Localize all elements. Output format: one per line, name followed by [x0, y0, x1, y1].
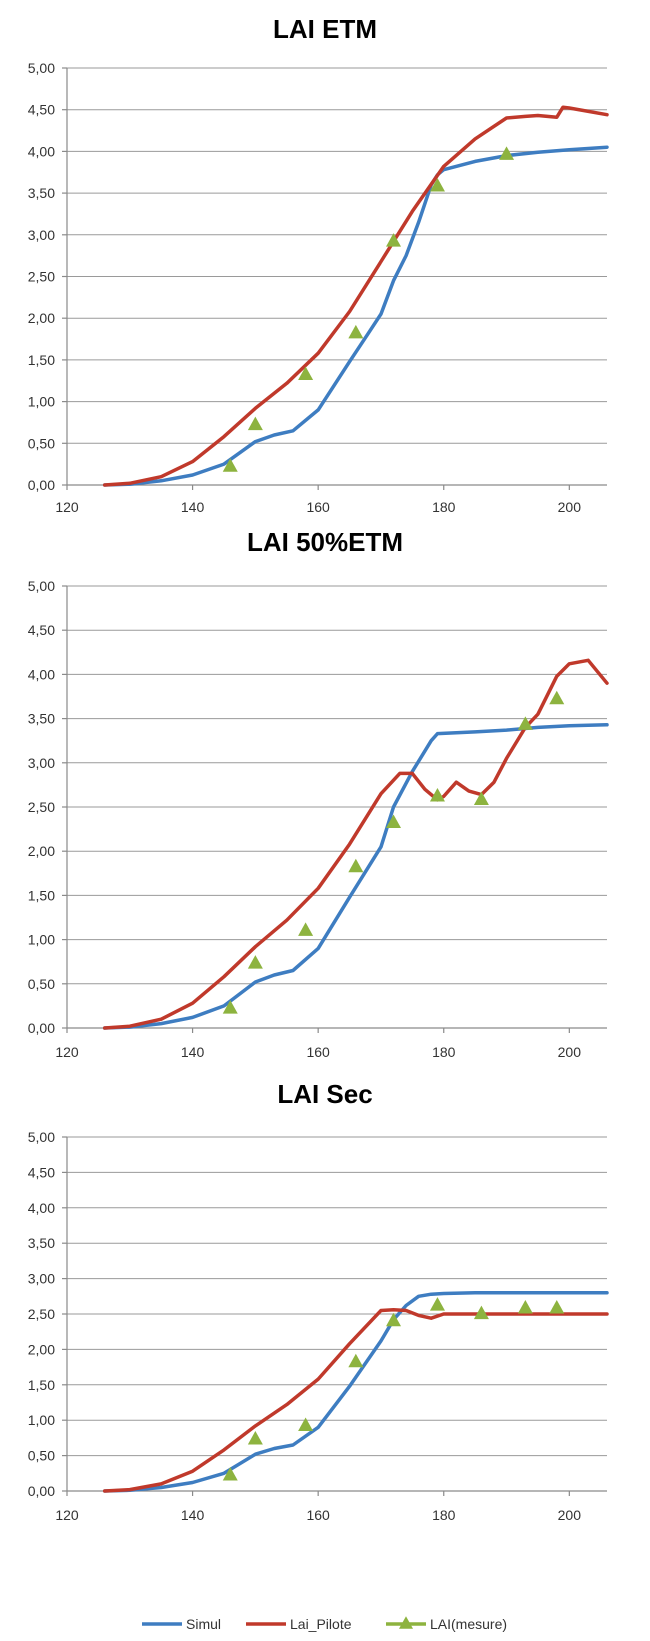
data-point-lai-mesure	[549, 690, 565, 705]
data-point-lai-mesure	[386, 233, 402, 247]
y-tick-label: 3,00	[28, 1271, 55, 1287]
y-tick-label: 1,50	[28, 352, 55, 368]
y-tick-label: 3,50	[28, 711, 55, 727]
data-point-lai-mesure	[386, 1312, 402, 1327]
series-line-lai-pilote	[102, 105, 609, 487]
y-tick-label: 4,00	[28, 666, 55, 682]
data-point-lai-mesure	[429, 178, 445, 192]
data-point-lai-mesure	[222, 1000, 238, 1014]
x-tick-label: 120	[55, 1507, 79, 1523]
y-tick-label: 2,50	[28, 1306, 55, 1322]
y-tick-label: 4,50	[28, 102, 55, 118]
legend-label: Lai_Pilote	[290, 1616, 352, 1632]
series-line-simul	[102, 723, 609, 1030]
legend: Simul Lai_Pilote LAI(mesure)	[142, 1616, 507, 1632]
chart-title: LAI Sec	[277, 1079, 372, 1109]
x-tick-label: 200	[558, 1044, 582, 1060]
data-point-lai-mesure	[499, 146, 515, 160]
y-tick-label: 4,00	[28, 1200, 55, 1216]
y-tick-label: 5,00	[28, 1129, 55, 1145]
data-point-lai-mesure	[298, 922, 314, 936]
data-point-lai-mesure	[429, 1297, 445, 1311]
x-tick-label: 140	[181, 1044, 205, 1060]
x-tick-label: 200	[558, 499, 582, 515]
y-tick-label: 4,00	[28, 143, 55, 159]
y-tick-label: 1,00	[28, 932, 55, 948]
y-tick-label: 2,00	[28, 1341, 55, 1357]
data-point-lai-mesure	[247, 955, 263, 969]
chart-title: LAI 50%ETM	[247, 527, 403, 557]
y-tick-label: 1,00	[28, 394, 55, 410]
x-tick-label: 160	[306, 1507, 330, 1523]
y-tick-label: 0,00	[28, 1483, 55, 1499]
y-tick-label: 3,00	[28, 755, 55, 771]
data-point-lai-mesure	[247, 416, 263, 431]
legend-label: Simul	[186, 1616, 221, 1632]
data-point-lai-mesure	[247, 1430, 263, 1445]
y-tick-label: 3,00	[28, 227, 55, 243]
y-tick-label: 5,00	[28, 60, 55, 76]
data-point-lai-mesure	[473, 1305, 489, 1320]
x-tick-label: 180	[432, 1507, 456, 1523]
data-point-lai-mesure	[348, 1353, 364, 1368]
x-tick-label: 140	[181, 1507, 205, 1523]
data-point-lai-mesure	[386, 814, 402, 829]
data-point-lai-mesure	[348, 858, 364, 873]
data-point-lai-mesure	[222, 1467, 238, 1481]
y-tick-label: 0,50	[28, 435, 55, 451]
chart-1: LAI ETM 0,00 0,50 1,00 1,50 2,00 2,50 3,00 3,50 4…	[28, 14, 609, 515]
series-line-simul	[102, 145, 609, 487]
y-tick-label: 2,50	[28, 269, 55, 285]
x-tick-label: 160	[306, 1044, 330, 1060]
x-tick-label: 180	[432, 499, 456, 515]
legend-marker	[399, 1616, 413, 1629]
y-tick-label: 1,50	[28, 1377, 55, 1393]
y-tick-label: 0,50	[28, 976, 55, 992]
chart-title: LAI ETM	[273, 14, 377, 44]
legend-label: LAI(mesure)	[430, 1616, 507, 1632]
data-point-lai-mesure	[517, 1299, 533, 1314]
y-tick-label: 0,00	[28, 1020, 55, 1036]
x-tick-label: 160	[306, 499, 330, 515]
x-tick-label: 200	[558, 1507, 582, 1523]
x-tick-label: 140	[181, 499, 205, 515]
y-tick-label: 1,00	[28, 1412, 55, 1428]
data-point-lai-mesure	[348, 324, 364, 339]
data-point-lai-mesure	[549, 1299, 565, 1314]
data-point-lai-mesure	[222, 458, 238, 472]
y-tick-label: 0,00	[28, 477, 55, 493]
y-tick-label: 3,50	[28, 1235, 55, 1251]
data-point-lai-mesure	[473, 791, 489, 806]
y-tick-label: 2,00	[28, 843, 55, 859]
chart-3: LAI Sec 0,00 0,50 1,00 1,50 2,00 2,50 3,00 3,50 4…	[28, 1079, 609, 1523]
series-line-lai-pilote	[102, 1308, 609, 1493]
x-tick-label: 180	[432, 1044, 456, 1060]
data-point-lai-mesure	[298, 366, 314, 381]
y-tick-label: 2,50	[28, 799, 55, 815]
y-tick-label: 1,50	[28, 887, 55, 903]
y-tick-label: 3,50	[28, 185, 55, 201]
y-tick-label: 5,00	[28, 578, 55, 594]
series-line-simul	[102, 1291, 609, 1493]
x-tick-label: 120	[55, 1044, 79, 1060]
y-tick-label: 4,50	[28, 1164, 55, 1180]
data-point-lai-mesure	[429, 788, 445, 802]
chart-2: LAI 50%ETM 0,00 0,50 1,00 1,50 2,00 2,50 3,00 3,…	[28, 527, 609, 1060]
series-line-lai-pilote	[102, 658, 609, 1030]
data-point-lai-mesure	[298, 1417, 314, 1431]
y-tick-label: 2,00	[28, 310, 55, 326]
y-tick-label: 0,50	[28, 1448, 55, 1464]
x-tick-label: 120	[55, 499, 79, 515]
y-tick-label: 4,50	[28, 622, 55, 638]
data-point-lai-mesure	[517, 716, 533, 730]
